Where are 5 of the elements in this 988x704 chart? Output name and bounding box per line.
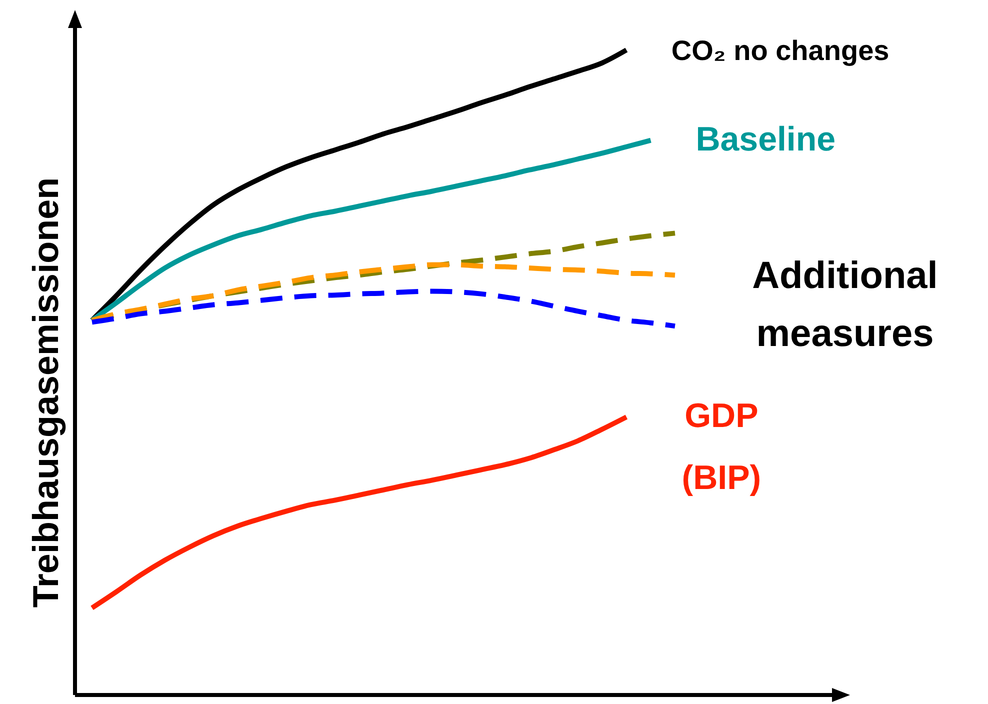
series-label: CO₂ no changes xyxy=(671,35,890,66)
series-label: GDP (BIP) xyxy=(682,397,762,498)
text: Additional measures xyxy=(752,255,938,355)
y-axis-title: Treibhausgasemissionen xyxy=(25,177,66,608)
series-label: Baseline xyxy=(696,120,836,158)
